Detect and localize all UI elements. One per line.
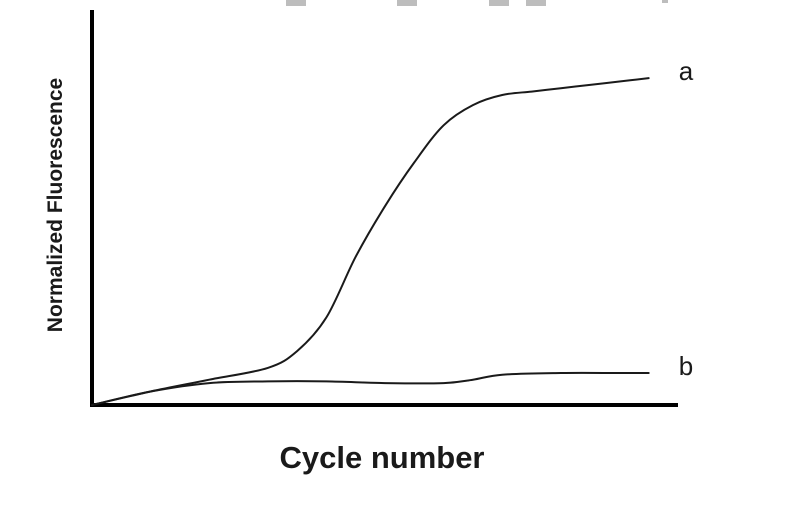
- series-label-b: b: [679, 351, 693, 381]
- series-label-a: a: [679, 56, 694, 86]
- cropped-top-marks: [286, 0, 668, 6]
- x-axis-label: Cycle number: [279, 440, 484, 475]
- series-group: ab: [91, 56, 694, 406]
- series-line-a: [91, 77, 650, 406]
- cropped-mark: [489, 0, 509, 6]
- cropped-mark: [286, 0, 306, 6]
- y-axis-label: Normalized Fluorescence: [44, 78, 67, 332]
- cropped-mark: [662, 0, 668, 3]
- series-line-b: [91, 371, 650, 406]
- cropped-mark: [526, 0, 546, 6]
- cropped-mark: [397, 0, 417, 6]
